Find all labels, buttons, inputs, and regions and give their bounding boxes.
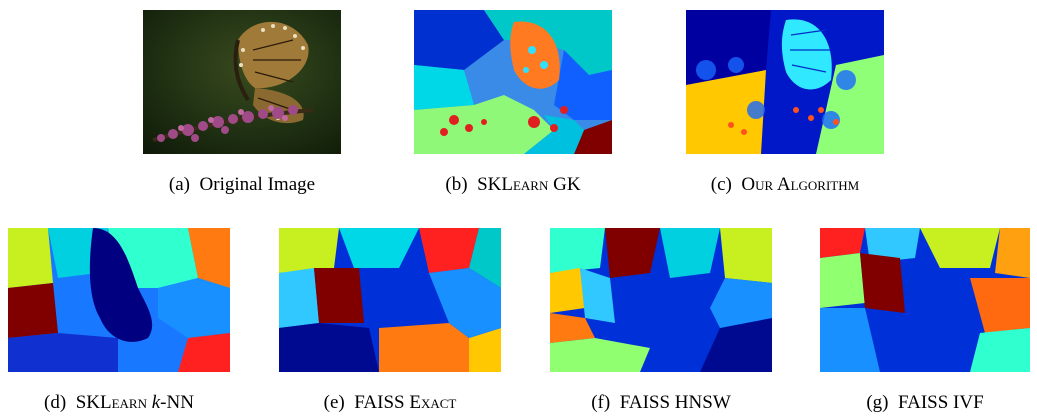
caption-label: (g) <box>866 392 889 413</box>
caption-b: (b) SKLearn GK <box>414 174 612 196</box>
caption-text: Our Algorithm <box>741 174 860 195</box>
caption-text: Original Image <box>199 174 316 195</box>
panel-a-original-image <box>143 10 341 154</box>
caption-label: (c) <box>710 174 732 195</box>
panel-b-sklearn-gk <box>414 10 612 154</box>
caption-g: (g) FAISS IVF <box>820 392 1030 414</box>
panel-d-sklearn-knn <box>8 228 230 372</box>
segmentation-map-d <box>8 228 230 372</box>
caption-label: (f) <box>591 392 611 413</box>
segmentation-map-g <box>820 228 1030 372</box>
caption-label: (e) <box>323 392 345 413</box>
panel-c-our-algorithm <box>686 10 884 154</box>
caption-text: SKLearn <box>477 174 549 195</box>
caption-text: FAISS HNSW <box>619 392 731 413</box>
segmentation-map-e <box>279 228 501 372</box>
caption-text: SKLearn <box>75 392 147 413</box>
caption-c: (c) Our Algorithm <box>686 174 884 196</box>
caption-f: (f) FAISS HNSW <box>550 392 772 414</box>
caption-text: -NN <box>160 392 194 413</box>
caption-label: (b) <box>445 174 468 195</box>
caption-label: (a) <box>168 174 191 195</box>
caption-text: k <box>151 392 161 413</box>
segmentation-map-b <box>414 10 612 154</box>
caption-text: Exact <box>409 392 457 413</box>
caption-d: (d) SKLearn k-NN <box>8 392 230 414</box>
caption-e: (e) FAISS Exact <box>279 392 501 414</box>
panel-f-faiss-hnsw <box>550 228 772 372</box>
butterfly-photo <box>143 10 341 154</box>
caption-a: (a) Original Image <box>143 174 341 196</box>
caption-text: FAISS <box>354 392 410 413</box>
caption-label: (d) <box>44 392 67 413</box>
segmentation-map-f <box>550 228 772 372</box>
caption-text: GK <box>548 174 581 195</box>
caption-text: FAISS IVF <box>897 392 984 413</box>
panel-g-faiss-ivf <box>820 228 1030 372</box>
panel-e-faiss-exact <box>279 228 501 372</box>
segmentation-map-c <box>686 10 884 154</box>
